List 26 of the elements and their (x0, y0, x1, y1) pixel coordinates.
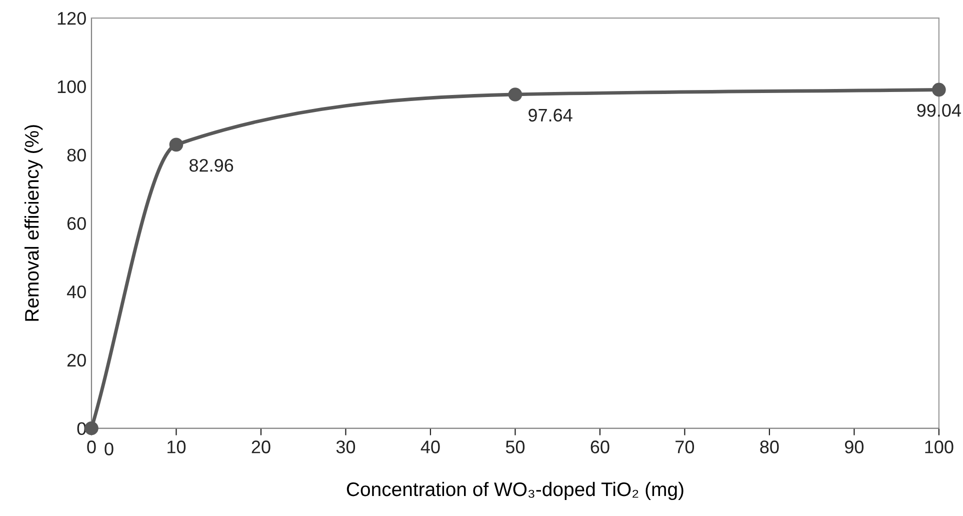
x-tick-label: 60 (590, 440, 610, 454)
x-tick-label: 70 (676, 440, 694, 454)
point (932, 82, 946, 97)
data-label: 97.64 (528, 108, 572, 122)
x-axis-title: Concentration of WO₃-doped TiO₂ (mg) (346, 482, 684, 500)
data-label: 82.96 (190, 158, 234, 172)
point (169, 138, 184, 152)
x-tick-label: 50 (506, 440, 525, 454)
x-tick-label: 20 (252, 440, 270, 454)
y-tick-label: 120 (58, 12, 86, 25)
y-tick-label: 60 (67, 217, 86, 230)
x-tick-label: 40 (420, 440, 440, 454)
x-tick-label: 80 (760, 440, 779, 454)
x-tick-label: 30 (336, 440, 356, 454)
y-tick-label: 100 (58, 80, 86, 94)
data-label: 99.04 (917, 104, 961, 117)
x-tick-label: 100 (925, 440, 954, 454)
x-tick-label: 0 (87, 440, 96, 454)
y-tick-label: 20 (67, 354, 86, 367)
y-tick-label: 40 (66, 285, 86, 298)
point (84, 421, 98, 436)
x-tick-label: 10 (168, 440, 186, 454)
y-tick-label: 80 (67, 148, 86, 162)
x-tick-label: 90 (844, 440, 864, 454)
point (508, 88, 522, 102)
y-axis-title: Removal efficiency (%) (24, 125, 43, 321)
